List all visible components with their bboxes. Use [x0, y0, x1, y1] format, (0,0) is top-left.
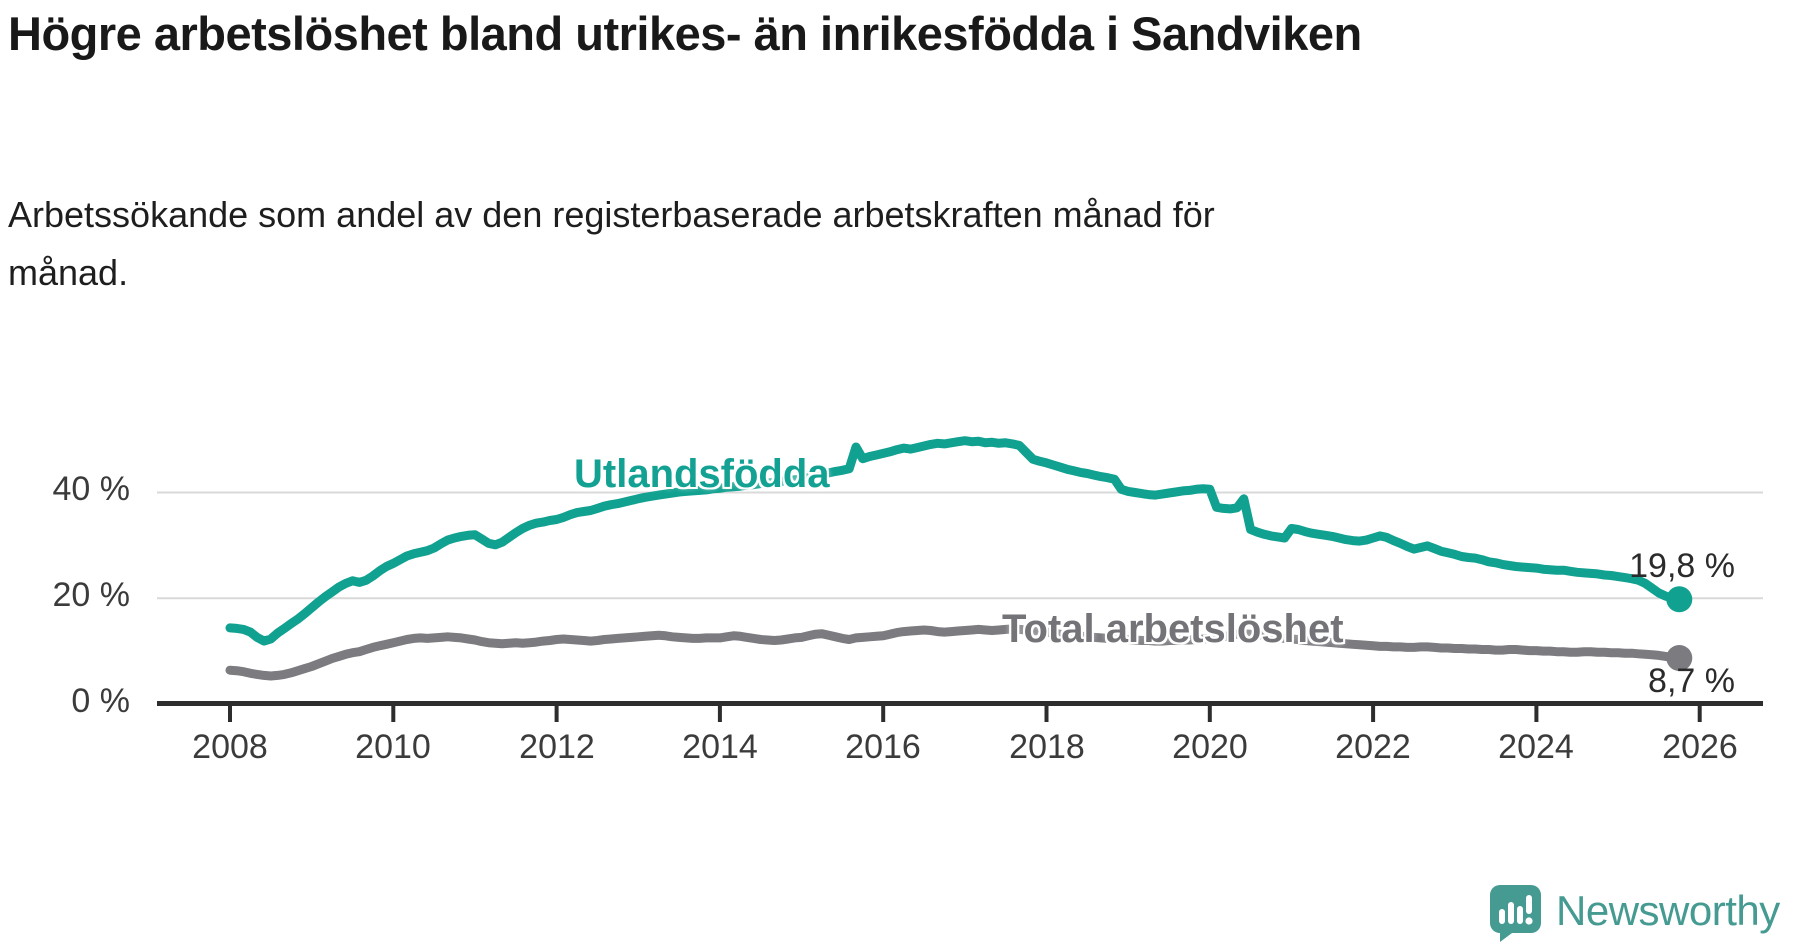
x-tick-label-2024: 2024 — [1498, 728, 1574, 766]
newsworthy-icon — [1490, 885, 1541, 942]
x-tick-label-2020: 2020 — [1172, 728, 1248, 766]
newsworthy-logo: Newsworthy — [1488, 884, 1780, 942]
chart-subtitle: Arbetssökande som andel av den registerb… — [8, 194, 1215, 293]
total-arbetsloshet-series-label: Total arbetslöshet — [1002, 607, 1344, 651]
total-arbetsloshet-end-dot — [1666, 645, 1693, 671]
newsworthy-wordmark: Newsworthy — [1556, 887, 1780, 934]
gridlines — [157, 491, 1763, 600]
x-tick-label-2016: 2016 — [845, 728, 921, 766]
utlandsfodda-line — [225, 436, 1684, 646]
total-arbetsloshet-line — [225, 624, 1684, 681]
x-tick-label-2022: 2022 — [1335, 728, 1411, 766]
utlandsfodda-end-value: 19,8 % — [1629, 547, 1735, 585]
x-tick-label-2008: 2008 — [192, 728, 268, 766]
x-tick-label-2014: 2014 — [682, 728, 758, 766]
x-tick-label-2026: 2026 — [1662, 728, 1738, 766]
y-tick-label-40: 40 % — [52, 470, 131, 508]
x-tick-label-2010: 2010 — [355, 728, 431, 766]
x-tick-label-2018: 2018 — [1009, 728, 1085, 766]
chart-title: Högre arbetslöshet bland utrikes- än inr… — [8, 7, 1362, 60]
y-tick-label-20: 20 % — [52, 576, 131, 614]
y-tick-label-0: 0 % — [71, 682, 130, 720]
x-tick-label-2012: 2012 — [519, 728, 595, 766]
utlandsfodda-end-dot — [1666, 586, 1693, 613]
utlandsfodda-series-label: Utlandsfödda — [574, 452, 830, 496]
total-arbetsloshet-end-value: 8,7 % — [1648, 662, 1735, 700]
x-axis — [157, 701, 1763, 722]
